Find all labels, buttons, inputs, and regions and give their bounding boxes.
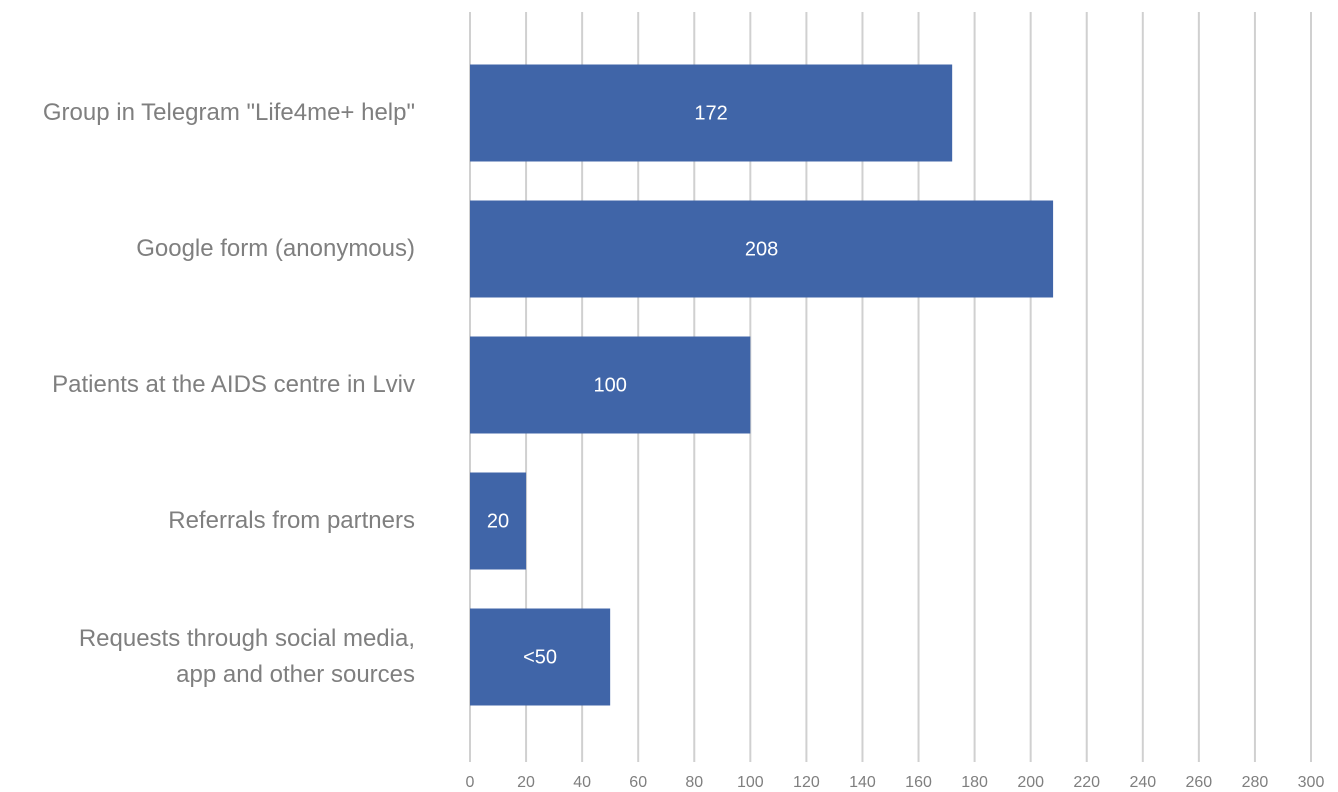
value-label: 20 — [487, 510, 509, 532]
x-tick-label: 260 — [1186, 774, 1213, 791]
bar — [470, 200, 1054, 298]
x-tick-label: 60 — [629, 774, 647, 791]
x-tick-label: 140 — [849, 774, 876, 791]
bar — [470, 472, 527, 570]
y-tick-label: Group in Telegram "Life4me+ help" — [42, 99, 415, 126]
x-tick-label: 20 — [517, 774, 535, 791]
x-tick-label: 40 — [573, 774, 591, 791]
x-tick-label: 100 — [737, 774, 764, 791]
y-tick-label: Referrals from partners — [168, 507, 415, 534]
x-tick-label: 120 — [793, 774, 820, 791]
x-tick-label: 240 — [1129, 774, 1156, 791]
y-tick-label: Patients at the AIDS centre in Lviv — [52, 371, 415, 398]
x-tick-label: 200 — [1017, 774, 1044, 791]
value-label: 208 — [745, 238, 778, 260]
value-label: 100 — [593, 374, 626, 396]
x-tick-label: 0 — [466, 774, 475, 791]
y-tick-label: Requests through social media, app and o… — [78, 625, 415, 688]
x-tick-label: 180 — [961, 774, 988, 791]
value-label: <50 — [523, 646, 557, 668]
x-tick-label: 80 — [685, 774, 703, 791]
x-tick-label: 300 — [1298, 774, 1325, 791]
bar — [470, 336, 751, 434]
value-label: 172 — [694, 102, 727, 124]
bar — [470, 64, 953, 162]
y-tick-label: Google form (anonymous) — [136, 235, 415, 262]
x-tick-label: 220 — [1073, 774, 1100, 791]
x-tick-label: 160 — [905, 774, 932, 791]
bar — [470, 608, 611, 706]
x-tick-label: 280 — [1242, 774, 1269, 791]
